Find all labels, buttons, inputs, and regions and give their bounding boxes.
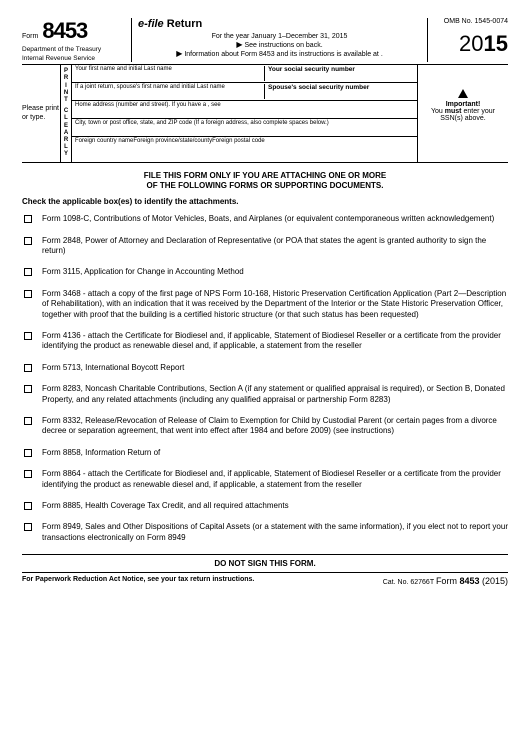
important-label: Important! <box>422 101 504 108</box>
cat-number: Cat. No. 62766T <box>383 579 434 586</box>
your-ssn-field[interactable]: Your social security number <box>264 66 414 81</box>
text-2848: Form 2848, Power of Attorney and Declara… <box>42 236 508 257</box>
header-left: Form 8453 Department of the Treasury Int… <box>22 18 132 62</box>
identity-section: Please print or type. PRINTCLEARLY Your … <box>22 65 508 162</box>
text-4136: Form 4136 - attach the Certificate for B… <box>42 331 508 352</box>
check-item-2848: Form 2848, Power of Attorney and Declara… <box>22 236 508 257</box>
file-notice-line1: FILE THIS FORM ONLY IF YOU ARE ATTACHING… <box>22 171 508 181</box>
see-instructions: ▶ See instructions on back. <box>136 40 423 49</box>
return-word: Return <box>167 18 202 30</box>
header-right: OMB No. 1545-0074 2015 <box>428 18 508 62</box>
paperwork-notice: For Paperwork Reduction Act Notice, see … <box>22 576 254 586</box>
do-not-sign-notice: DO NOT SIGN THIS FORM. <box>22 554 508 573</box>
text-8283: Form 8283, Noncash Charitable Contributi… <box>42 384 508 405</box>
header-mid: e-file Return For the year January 1–Dec… <box>132 18 428 62</box>
checkbox-1098c[interactable] <box>24 215 32 223</box>
efile-title: e-file Return <box>136 18 423 30</box>
check-item-8949: Form 8949, Sales and Other Dispositions … <box>22 522 508 543</box>
your-name-field[interactable]: Your first name and initial Last name <box>75 66 264 81</box>
spouse-name-field[interactable]: If a joint return, spouse's first name a… <box>75 84 264 99</box>
please-print-label: Please print or type. <box>22 65 60 161</box>
footer-form: Form 8453 (2015) <box>436 576 508 586</box>
check-item-8864: Form 8864 - attach the Certificate for B… <box>22 469 508 490</box>
check-item-8858: Form 8858, Information Return of <box>22 448 508 458</box>
form-header: Form 8453 Department of the Treasury Int… <box>22 18 508 65</box>
checkbox-8332[interactable] <box>24 417 32 425</box>
checkbox-8858[interactable] <box>24 449 32 457</box>
info-line-text: Information about Form 8453 and its inst… <box>184 51 382 58</box>
footer-right: Cat. No. 62766T Form 8453 (2015) <box>383 576 508 586</box>
home-address-field[interactable]: Home address (number and street). If you… <box>72 101 417 119</box>
form-footer: For Paperwork Reduction Act Notice, see … <box>22 573 508 586</box>
file-notice-line2: OF THE FOLLOWING FORMS OR SUPPORTING DOC… <box>22 181 508 191</box>
checkbox-3468[interactable] <box>24 290 32 298</box>
omb-number: OMB No. 1545-0074 <box>432 18 508 25</box>
check-instruction: Check the applicable box(es) to identify… <box>22 197 508 206</box>
check-item-8283: Form 8283, Noncash Charitable Contributi… <box>22 384 508 405</box>
text-8858: Form 8858, Information Return of <box>42 448 508 458</box>
foreign-address-field[interactable]: Foreign country nameForeign province/sta… <box>72 137 417 155</box>
dept-irs: Internal Revenue Service <box>22 55 127 62</box>
spouse-ssn-field[interactable]: Spouse's social security number <box>264 84 414 99</box>
check-item-1098c: Form 1098-C, Contributions of Motor Vehi… <box>22 214 508 224</box>
text-3468: Form 3468 - attach a copy of the first p… <box>42 289 508 320</box>
dept-treasury: Department of the Treasury <box>22 46 127 53</box>
must-enter-text: You must enter your SSN(s) above. <box>422 108 504 122</box>
see-instr-text: See instructions on back. <box>244 42 322 49</box>
text-5713: Form 5713, International Boycott Report <box>42 363 508 373</box>
text-8885: Form 8885, Health Coverage Tax Credit, a… <box>42 501 508 511</box>
checkbox-3115[interactable] <box>24 268 32 276</box>
efile-word: e-file <box>138 18 164 30</box>
checkbox-2848[interactable] <box>24 237 32 245</box>
check-item-4136: Form 4136 - attach the Certificate for B… <box>22 331 508 352</box>
checkbox-8949[interactable] <box>24 523 32 531</box>
check-item-3468: Form 3468 - attach a copy of the first p… <box>22 289 508 320</box>
name-ssn-row: Your first name and initial Last name Yo… <box>72 65 417 83</box>
checkbox-8864[interactable] <box>24 470 32 478</box>
identity-fields: Your first name and initial Last name Yo… <box>72 65 418 161</box>
text-8949: Form 8949, Sales and Other Dispositions … <box>42 522 508 543</box>
print-clearly-column: PRINTCLEARLY <box>60 65 72 161</box>
checkbox-8885[interactable] <box>24 502 32 510</box>
tax-year: 2015 <box>432 31 508 57</box>
spouse-row: If a joint return, spouse's first name a… <box>72 83 417 101</box>
checkbox-8283[interactable] <box>24 385 32 393</box>
text-1098c: Form 1098-C, Contributions of Motor Vehi… <box>42 214 508 224</box>
tax-year-line: For the year January 1–December 31, 2015 <box>136 33 423 40</box>
check-item-8885: Form 8885, Health Coverage Tax Credit, a… <box>22 501 508 511</box>
text-3115: Form 3115, Application for Change in Acc… <box>42 267 508 277</box>
check-item-5713: Form 5713, International Boycott Report <box>22 363 508 373</box>
year-prefix: 20 <box>459 31 483 56</box>
form-number: 8453 <box>42 18 87 44</box>
form-label: Form <box>22 33 38 40</box>
text-8332: Form 8332, Release/Revocation of Release… <box>42 416 508 437</box>
check-item-8332: Form 8332, Release/Revocation of Release… <box>22 416 508 437</box>
checkbox-5713[interactable] <box>24 364 32 372</box>
triangle-icon <box>458 89 468 98</box>
city-state-zip-field[interactable]: City, town or post office, state, and ZI… <box>72 119 417 137</box>
checkbox-4136[interactable] <box>24 332 32 340</box>
text-8864: Form 8864 - attach the Certificate for B… <box>42 469 508 490</box>
important-notice: Important! You must enter your SSN(s) ab… <box>418 65 508 161</box>
year-suffix: 15 <box>484 31 508 56</box>
attachment-checklist: Form 1098-C, Contributions of Motor Vehi… <box>22 214 508 543</box>
file-notice: FILE THIS FORM ONLY IF YOU ARE ATTACHING… <box>22 171 508 192</box>
check-item-3115: Form 3115, Application for Change in Acc… <box>22 267 508 277</box>
info-line: ▶ Information about Form 8453 and its in… <box>136 49 423 58</box>
